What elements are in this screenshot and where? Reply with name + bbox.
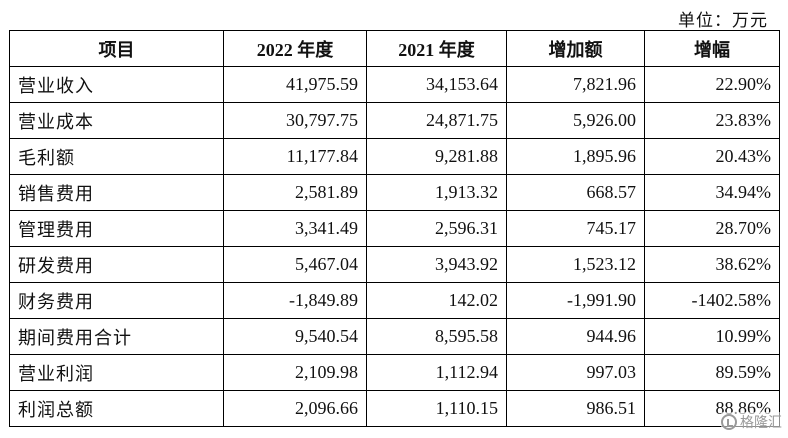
cell-growth: 28.70% [644, 210, 780, 247]
cell-2022: -1,849.89 [223, 282, 367, 319]
cell-growth: 20.43% [644, 138, 780, 175]
cell-2022: 30,797.75 [223, 102, 367, 139]
unit-note: 单位：万元 [678, 11, 768, 30]
cell-2022: 41,975.59 [223, 66, 367, 103]
cell-2021: 1,110.15 [366, 390, 507, 427]
table-row: 研发费用 5,467.04 3,943.92 1,523.12 38.62% [9, 246, 780, 283]
row-label: 期间费用合计 [9, 318, 224, 355]
cell-2022: 9,540.54 [223, 318, 367, 355]
table-row: 管理费用 3,341.49 2,596.31 745.17 28.70% [9, 210, 780, 247]
cell-growth: 38.62% [644, 246, 780, 283]
cell-2021: 24,871.75 [366, 102, 507, 139]
header-item: 项目 [9, 30, 224, 67]
table-row: 营业利润 2,109.98 1,112.94 997.03 89.59% [9, 354, 780, 391]
cell-2021: 1,112.94 [366, 354, 507, 391]
table-row: 营业收入 41,975.59 34,153.64 7,821.96 22.90% [9, 66, 780, 103]
header-2022: 2022 年度 [223, 30, 367, 67]
cell-growth: -1402.58% [644, 282, 780, 319]
cell-2021: 2,596.31 [366, 210, 507, 247]
cell-growth: 10.99% [644, 318, 780, 355]
table-row: 财务费用 -1,849.89 142.02 -1,991.90 -1402.58… [9, 282, 780, 319]
cell-2021: 3,943.92 [366, 246, 507, 283]
cell-2022: 11,177.84 [223, 138, 367, 175]
table-row: 营业成本 30,797.75 24,871.75 5,926.00 23.83% [9, 102, 780, 139]
cell-increase: -1,991.90 [506, 282, 645, 319]
cell-2022: 2,109.98 [223, 354, 367, 391]
row-label: 毛利额 [9, 138, 224, 175]
watermark-text: 格隆汇 [740, 414, 782, 430]
row-label: 利润总额 [9, 390, 224, 427]
cell-increase: 668.57 [506, 174, 645, 211]
row-label: 财务费用 [9, 282, 224, 319]
header-increase: 增加额 [506, 30, 645, 67]
table-row: 利润总额 2,096.66 1,110.15 986.51 88.86% [9, 390, 780, 427]
cell-increase: 5,926.00 [506, 102, 645, 139]
cell-2021: 142.02 [366, 282, 507, 319]
cell-2022: 3,341.49 [223, 210, 367, 247]
row-label: 营业成本 [9, 102, 224, 139]
cell-increase: 986.51 [506, 390, 645, 427]
table-row: 期间费用合计 9,540.54 8,595.58 944.96 10.99% [9, 318, 780, 355]
cell-increase: 944.96 [506, 318, 645, 355]
cell-increase: 1,895.96 [506, 138, 645, 175]
cell-growth: 34.94% [644, 174, 780, 211]
gelonghui-logo-icon [721, 414, 737, 430]
cell-increase: 1,523.12 [506, 246, 645, 283]
cell-growth: 23.83% [644, 102, 780, 139]
row-label: 营业收入 [9, 66, 224, 103]
cell-increase: 7,821.96 [506, 66, 645, 103]
table-header-row: 项目 2022 年度 2021 年度 增加额 增幅 [9, 30, 780, 67]
row-label: 管理费用 [9, 210, 224, 247]
row-label: 营业利润 [9, 354, 224, 391]
header-2021: 2021 年度 [366, 30, 507, 67]
cell-increase: 997.03 [506, 354, 645, 391]
cell-increase: 745.17 [506, 210, 645, 247]
watermark: 格隆汇 [721, 412, 782, 432]
cell-growth: 22.90% [644, 66, 780, 103]
cell-2021: 8,595.58 [366, 318, 507, 355]
cell-2021: 34,153.64 [366, 66, 507, 103]
row-label: 研发费用 [9, 246, 224, 283]
cell-2022: 2,096.66 [223, 390, 367, 427]
row-label: 销售费用 [9, 174, 224, 211]
cell-2022: 2,581.89 [223, 174, 367, 211]
table-row: 销售费用 2,581.89 1,913.32 668.57 34.94% [9, 174, 780, 211]
cell-growth: 89.59% [644, 354, 780, 391]
table-row: 毛利额 11,177.84 9,281.88 1,895.96 20.43% [9, 138, 780, 175]
cell-2021: 1,913.32 [366, 174, 507, 211]
header-growth: 增幅 [644, 30, 780, 67]
cell-2021: 9,281.88 [366, 138, 507, 175]
cell-2022: 5,467.04 [223, 246, 367, 283]
financial-table: 项目 2022 年度 2021 年度 增加额 增幅 营业收入 41,975.59… [9, 30, 780, 427]
